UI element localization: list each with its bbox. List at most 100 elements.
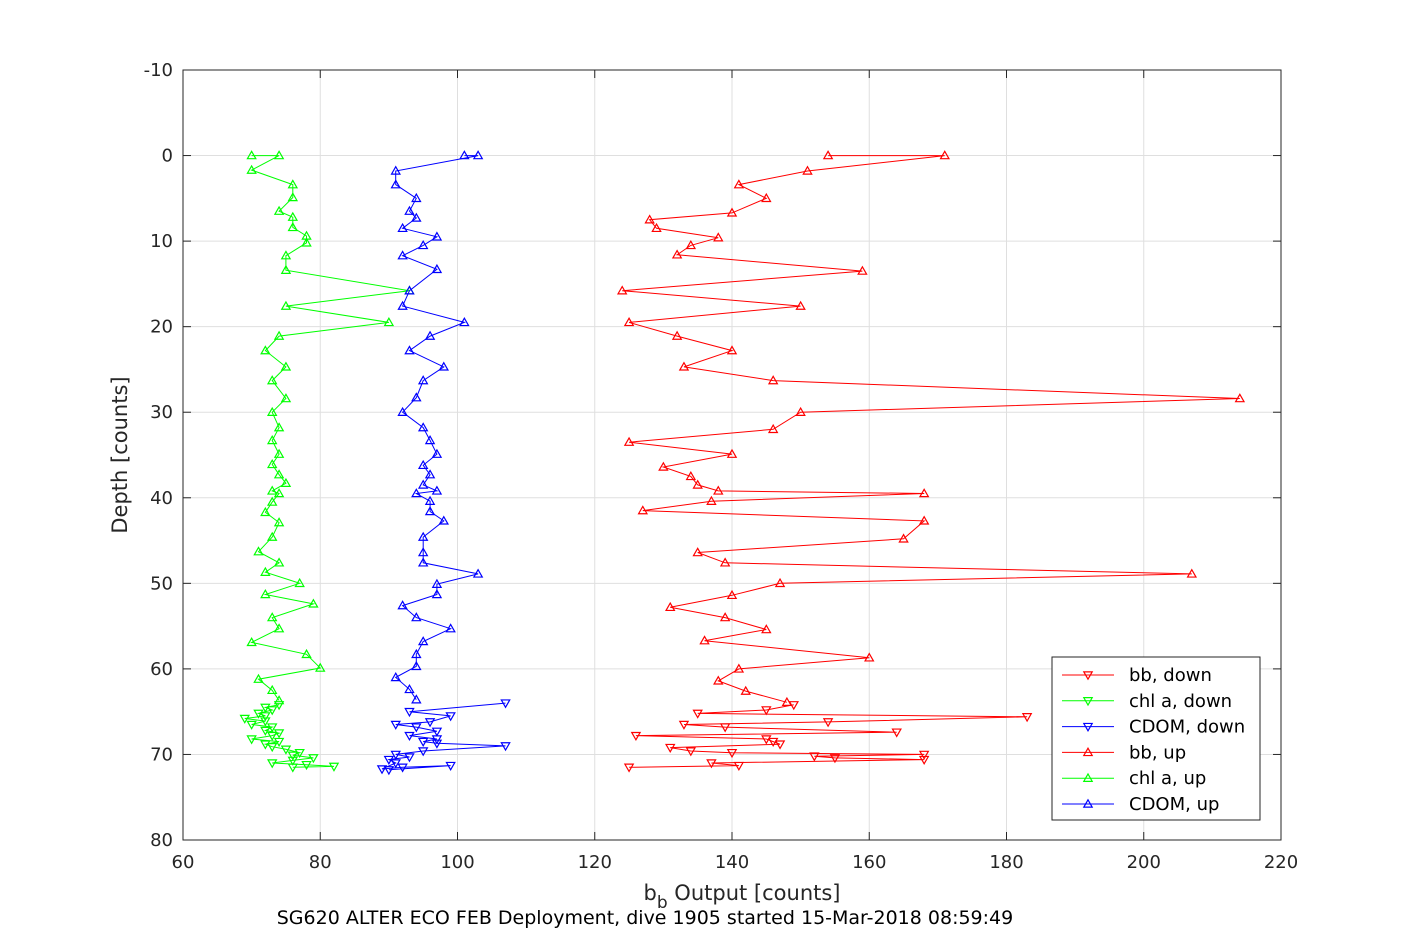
data-point-marker bbox=[795, 300, 806, 310]
data-point-marker bbox=[1186, 568, 1198, 578]
data-point-marker bbox=[411, 648, 422, 659]
data-point-marker bbox=[726, 448, 738, 458]
data-point-marker bbox=[417, 557, 429, 567]
data-point-marker bbox=[301, 648, 312, 659]
data-point-marker bbox=[740, 685, 751, 695]
data-point-marker bbox=[767, 423, 779, 434]
data-point-marker bbox=[266, 706, 278, 716]
data-point-marker bbox=[431, 727, 443, 737]
data-point-marker bbox=[273, 469, 285, 479]
data-point-marker bbox=[266, 459, 278, 469]
data-point-marker bbox=[260, 345, 271, 355]
data-point-marker bbox=[273, 701, 285, 711]
data-point-marker bbox=[390, 672, 401, 682]
series-bb-up bbox=[616, 150, 1246, 707]
x-tick-label: 200 bbox=[1127, 852, 1161, 873]
data-point-marker bbox=[431, 739, 443, 749]
data-point-marker bbox=[678, 361, 690, 371]
data-point-marker bbox=[692, 547, 703, 557]
data-point-marker bbox=[719, 557, 731, 567]
data-point-marker bbox=[616, 285, 628, 295]
series-line bbox=[394, 155, 479, 700]
y-tick-label: -10 bbox=[144, 60, 173, 81]
legend-item: bb, down bbox=[1062, 665, 1212, 686]
legend-label: chl a, down bbox=[1129, 691, 1232, 712]
data-point-marker bbox=[383, 755, 395, 765]
series-line bbox=[622, 155, 1240, 703]
data-point-marker bbox=[726, 748, 738, 759]
data-point-marker bbox=[424, 435, 436, 445]
data-point-marker bbox=[685, 747, 697, 757]
legend-label: bb, down bbox=[1129, 665, 1212, 686]
data-point-marker bbox=[445, 623, 456, 633]
data-point-marker bbox=[280, 300, 292, 310]
y-tick-label: 80 bbox=[150, 830, 173, 851]
data-point-marker bbox=[260, 703, 271, 713]
data-point-marker bbox=[266, 485, 278, 495]
data-point-marker bbox=[280, 250, 292, 260]
data-point-marker bbox=[260, 726, 271, 736]
data-point-marker bbox=[733, 663, 745, 673]
data-point-marker bbox=[726, 345, 738, 355]
data-point-marker bbox=[411, 612, 422, 622]
legend: bb, down chl a, down CDOM, down bb, up chl a… bbox=[1051, 656, 1261, 821]
data-point-marker bbox=[651, 222, 662, 233]
data-point-marker bbox=[637, 505, 649, 515]
legend-label: chl a, up bbox=[1129, 768, 1206, 789]
x-tick-label: 80 bbox=[309, 852, 332, 873]
data-point-marker bbox=[431, 263, 443, 274]
data-point-marker bbox=[253, 673, 264, 683]
series-chl-a-up bbox=[246, 150, 415, 705]
data-point-marker bbox=[802, 165, 813, 175]
data-point-marker bbox=[665, 743, 676, 754]
data-point-marker bbox=[280, 393, 292, 403]
x-tick-label: 140 bbox=[715, 852, 749, 873]
data-point-marker bbox=[287, 222, 299, 232]
data-point-marker bbox=[280, 264, 292, 274]
legend-box bbox=[1051, 656, 1261, 821]
data-point-marker bbox=[301, 760, 312, 771]
data-point-marker bbox=[404, 707, 415, 718]
data-point-marker bbox=[273, 448, 285, 458]
data-point-marker bbox=[424, 469, 436, 479]
data-point-marker bbox=[266, 375, 278, 385]
data-point-marker bbox=[417, 459, 429, 470]
data-point-marker bbox=[397, 763, 408, 773]
data-point-marker bbox=[253, 546, 264, 556]
data-point-marker bbox=[658, 461, 669, 471]
data-point-marker bbox=[411, 212, 422, 222]
data-point-marker bbox=[397, 600, 408, 610]
data-point-marker bbox=[273, 488, 285, 498]
data-point-marker bbox=[678, 720, 690, 730]
data-point-marker bbox=[822, 150, 834, 160]
data-point-marker bbox=[260, 566, 271, 576]
data-point-marker bbox=[308, 598, 319, 608]
data-point-marker bbox=[266, 612, 278, 622]
legend-item: CDOM, up bbox=[1062, 794, 1219, 815]
data-point-marker bbox=[891, 728, 902, 738]
data-point-marker bbox=[431, 448, 443, 458]
data-point-marker bbox=[411, 488, 422, 498]
legend-marker bbox=[1082, 798, 1094, 808]
series-bb-down bbox=[623, 701, 1033, 773]
y-tick-label: 70 bbox=[150, 744, 173, 765]
data-point-marker bbox=[1234, 393, 1246, 403]
data-point-marker bbox=[857, 265, 868, 275]
data-point-marker bbox=[445, 712, 456, 722]
data-point-marker bbox=[417, 375, 429, 385]
data-point-marker bbox=[500, 699, 511, 709]
data-point-marker bbox=[472, 568, 484, 578]
data-point-marker bbox=[390, 720, 401, 730]
data-point-marker bbox=[713, 232, 724, 242]
data-point-marker bbox=[273, 150, 285, 160]
data-point-marker bbox=[671, 330, 683, 340]
data-point-marker bbox=[287, 211, 299, 221]
data-point-marker bbox=[287, 179, 299, 189]
data-point-marker bbox=[266, 742, 278, 753]
data-point-marker bbox=[266, 759, 278, 769]
y-tick-label: 30 bbox=[150, 402, 173, 423]
data-point-marker bbox=[404, 753, 415, 763]
figure-caption: SG620 ALTER ECO FEB Deployment, dive 190… bbox=[277, 907, 1013, 929]
data-point-marker bbox=[713, 675, 724, 685]
data-point-marker bbox=[767, 375, 779, 385]
